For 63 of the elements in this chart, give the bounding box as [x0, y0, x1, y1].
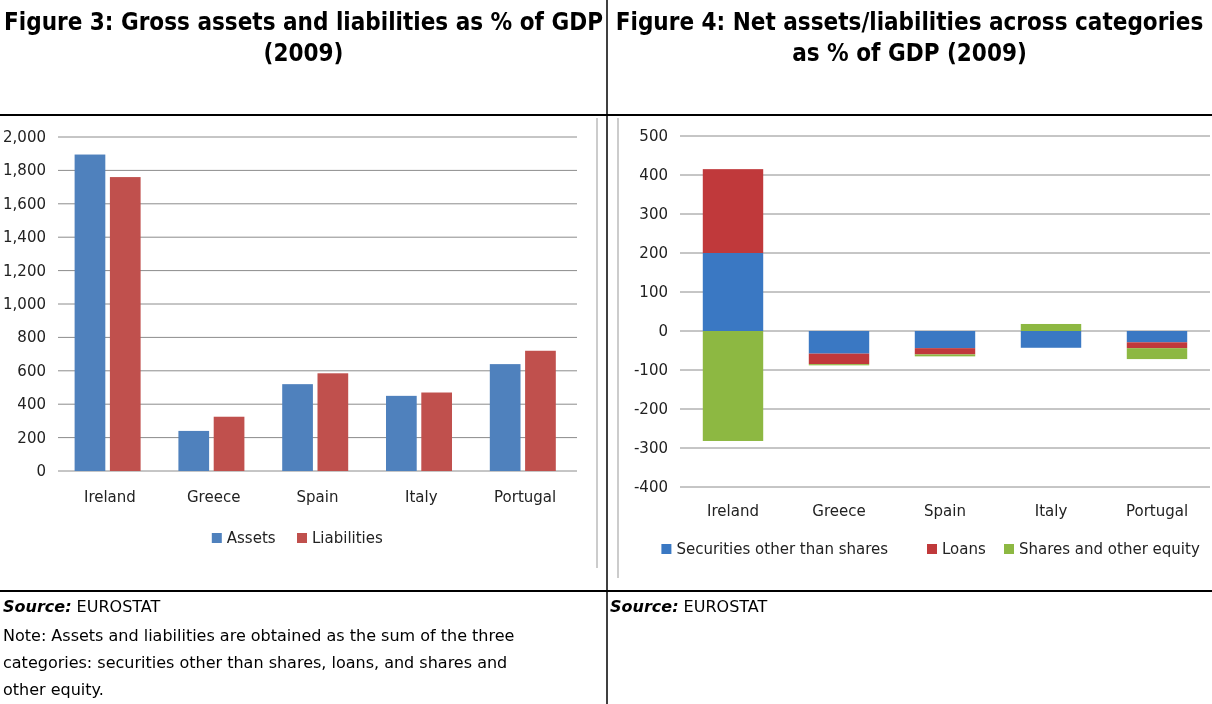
chart-title: Figure 4: Net assets/liabilities across categories as % of GDP (2009)	[615, 8, 1204, 67]
bar	[1126, 331, 1188, 343]
x-tick-label: Spain	[296, 488, 339, 506]
bar	[1126, 348, 1188, 360]
bar	[1020, 331, 1082, 348]
y-tick-label: -200	[633, 400, 668, 418]
y-tick-label: 0	[658, 322, 668, 340]
y-tick-label: 300	[639, 205, 668, 223]
y-tick-label: 1,000	[3, 295, 46, 313]
bar	[1020, 323, 1082, 331]
y-tick-label: 2,000	[3, 128, 46, 146]
bar	[109, 177, 141, 471]
bar	[213, 416, 245, 471]
bar	[808, 353, 870, 365]
y-tick-label: 0	[36, 462, 46, 480]
x-tick-label: Greece	[812, 502, 866, 520]
x-tick-label: Ireland	[83, 488, 136, 506]
bar	[282, 384, 313, 471]
x-tick-label: Portugal	[1125, 502, 1189, 520]
bar	[808, 331, 870, 354]
legend-label: Assets	[226, 529, 276, 547]
y-tick-label: 400	[17, 395, 46, 414]
bar	[914, 348, 976, 355]
x-tick-label: Italy	[405, 488, 438, 506]
bar	[702, 169, 764, 253]
legend-label: Liabilities	[312, 529, 384, 547]
y-tick-label: 800	[17, 328, 46, 347]
bar	[525, 350, 556, 471]
bar	[702, 331, 764, 441]
y-tick-label: 100	[639, 283, 668, 301]
bar	[702, 253, 764, 331]
y-tick-label: 600	[17, 361, 46, 380]
chart-title: Figure 3: Gross assets and liabilities as % of GDP (2009)	[4, 8, 603, 67]
y-tick-label: 1,600	[3, 194, 46, 213]
y-tick-label: 200	[639, 244, 668, 262]
bar	[914, 331, 976, 349]
bar	[74, 154, 106, 471]
x-tick-label: Spain	[924, 502, 966, 520]
bar	[386, 395, 417, 471]
text: Note: Assets and liabilities are obtained as the sum of the three categories: securities other than shares, loans, and shares and other equity.	[3, 626, 515, 699]
y-tick-label: 1,400	[3, 228, 46, 247]
y-tick-label: -100	[633, 361, 668, 379]
y-tick-label: -400	[633, 478, 668, 496]
legend-label: Securities other than shares	[676, 540, 889, 558]
x-tick-label: Italy	[1034, 502, 1068, 520]
y-tick-label: 400	[639, 166, 668, 184]
y-tick-label: 1,200	[3, 261, 46, 280]
bar	[178, 430, 210, 471]
source-note: Source: EUROSTAT	[3, 597, 161, 616]
bar	[317, 373, 349, 471]
bar	[1126, 342, 1188, 349]
legend-label: Shares and other equity	[1019, 540, 1200, 558]
bar	[421, 392, 452, 471]
x-tick-label: Portugal	[494, 488, 557, 506]
y-tick-label: 200	[17, 428, 46, 447]
source-note: Source: EUROSTAT	[610, 597, 768, 616]
x-tick-label: Greece	[187, 488, 241, 506]
legend-label: Loans	[942, 540, 986, 558]
bar	[489, 364, 521, 471]
y-tick-label: 500	[639, 127, 668, 145]
x-tick-label: Ireland	[707, 502, 759, 520]
y-tick-label: -300	[633, 439, 668, 457]
y-tick-label: 1,800	[3, 161, 46, 180]
